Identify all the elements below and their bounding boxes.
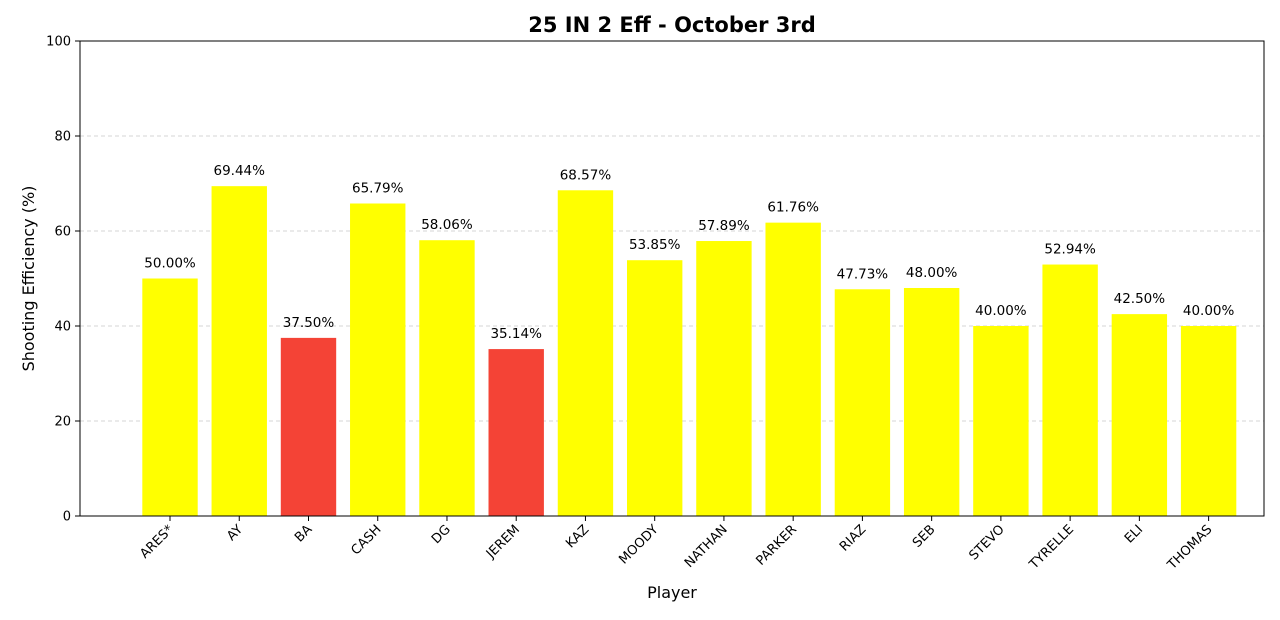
y-tick-label: 100 <box>46 35 71 50</box>
x-tick-label: TYRELLE <box>1026 522 1077 573</box>
x-tick-label: MOODY <box>616 522 661 567</box>
x-tick-label: NATHAN <box>682 522 731 571</box>
data-label: 42.50% <box>1114 291 1166 307</box>
bar <box>834 289 891 516</box>
data-label: 37.50% <box>283 315 335 331</box>
x-tick-label: DG <box>429 522 454 547</box>
data-label: 40.00% <box>975 303 1027 319</box>
x-tick-label: JEREM <box>483 522 523 562</box>
plot-frame <box>79 40 1265 517</box>
bar <box>488 349 544 516</box>
data-label: 35.14% <box>490 326 542 342</box>
bar <box>696 241 752 516</box>
x-tick-label: KAZ <box>563 522 592 551</box>
x-tick-label: ELI <box>1122 522 1146 546</box>
bar <box>973 326 1029 516</box>
x-tick-label: PARKER <box>754 522 800 568</box>
data-label: 57.89% <box>698 218 750 234</box>
bar <box>557 190 614 517</box>
y-tick-label: 60 <box>54 225 71 240</box>
data-label: 40.00% <box>1183 303 1235 319</box>
x-axis: ARES* AY BA CASH DG JEREM KAZ MOODY NATHAN PARKER… <box>137 516 1215 573</box>
data-label: 47.73% <box>837 266 889 282</box>
x-tick-label: STEVO <box>966 522 1007 563</box>
x-tick-label: BA <box>292 522 315 545</box>
data-label: 48.00% <box>906 265 958 281</box>
bar <box>1042 264 1098 516</box>
data-label: 69.44% <box>214 163 266 179</box>
data-label: 52.94% <box>1044 242 1096 258</box>
data-label: 68.57% <box>560 167 612 183</box>
bar <box>765 222 821 516</box>
x-tick-label: THOMAS <box>1164 522 1215 573</box>
data-label: 61.76% <box>767 200 819 216</box>
chart-title: 25 IN 2 Eff - October 3rd <box>528 13 816 37</box>
data-label: 65.79% <box>352 180 404 196</box>
y-tick-label: 0 <box>63 510 71 525</box>
bars <box>142 186 1237 517</box>
y-axis: 0 20 40 60 80 100 <box>46 35 80 525</box>
x-tick-label: RIAZ <box>837 522 869 554</box>
x-tick-label: SEB <box>910 522 939 551</box>
bar <box>419 240 475 516</box>
bar <box>142 278 198 516</box>
bar <box>350 203 406 516</box>
bar <box>280 337 337 516</box>
y-axis-label: Shooting Efficiency (%) <box>19 186 38 372</box>
bar <box>626 260 683 516</box>
bar <box>1111 314 1168 516</box>
data-label: 53.85% <box>629 237 681 253</box>
bar <box>211 186 267 516</box>
data-label: 50.00% <box>144 256 196 272</box>
data-label: 58.06% <box>421 217 473 233</box>
x-tick-label: CASH <box>348 522 384 558</box>
x-tick-label: AY <box>224 522 246 544</box>
y-tick-label: 40 <box>54 320 71 335</box>
y-tick-label: 20 <box>54 415 71 430</box>
x-axis-label: Player <box>647 583 697 602</box>
x-tick-label: ARES* <box>137 522 177 562</box>
y-tick-label: 80 <box>54 130 71 145</box>
bar <box>903 288 960 516</box>
data-labels: 50.00% 69.44% 37.50% 65.79% 58.06% 35.14% 68.5… <box>144 163 1234 342</box>
bar <box>1180 326 1237 516</box>
